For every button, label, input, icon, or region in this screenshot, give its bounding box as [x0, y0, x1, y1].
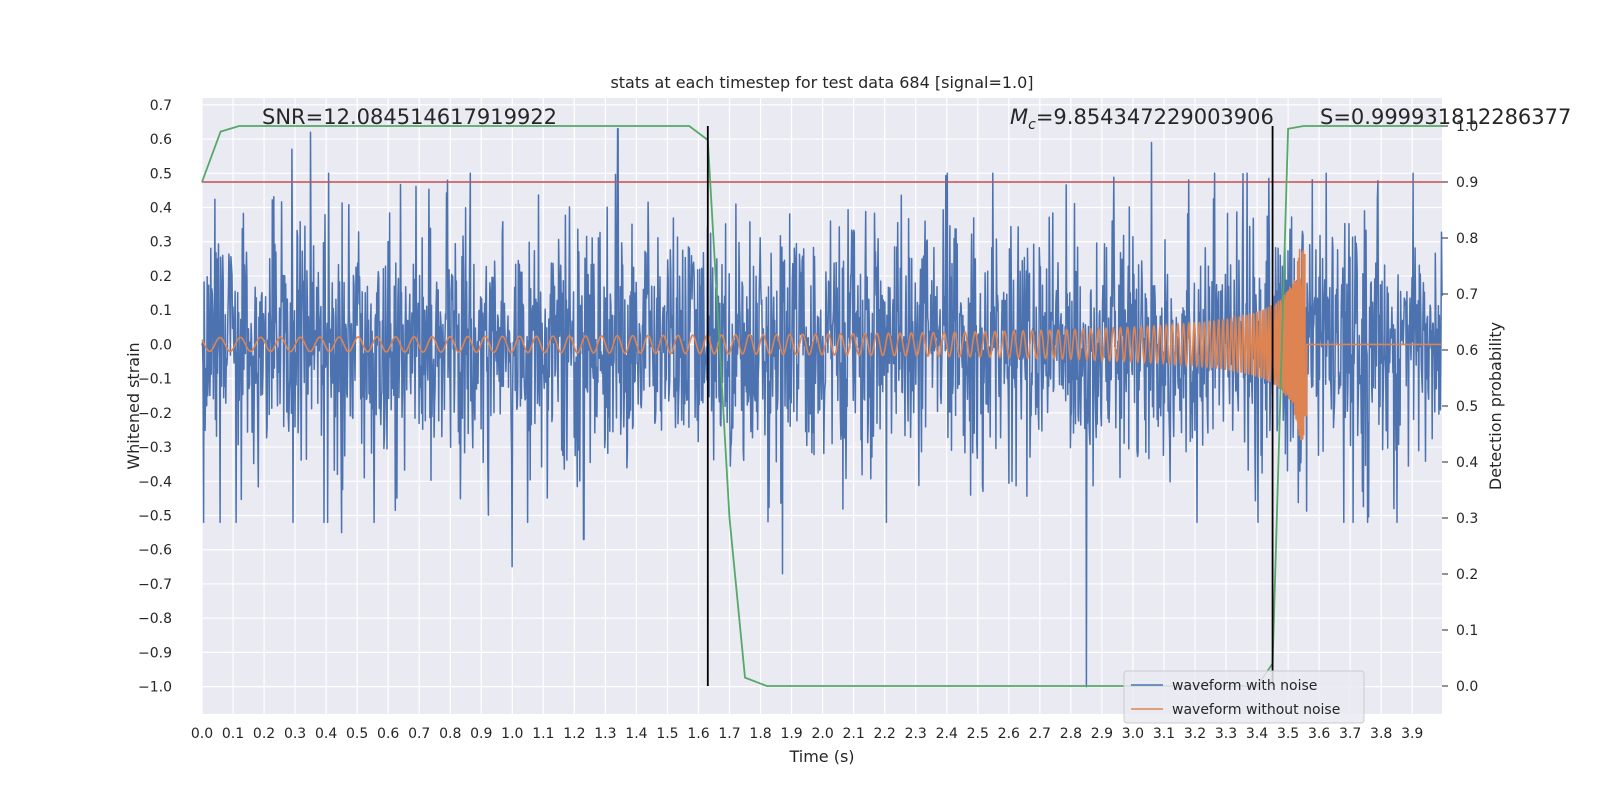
s-annotation: S=0.999931812286377 [1320, 105, 1571, 129]
series-waveform-without-noise [201, 248, 1442, 441]
y-tick-label: −0.2 [138, 406, 172, 422]
x-tick-label: 3.3 [1215, 726, 1237, 742]
x-tick-label: 1.8 [749, 726, 771, 742]
x-tick-label: 3.5 [1277, 726, 1299, 742]
snr-annotation: SNR=12.084514617919922 [262, 105, 557, 129]
x-tick-label: 2.3 [905, 726, 927, 742]
x-tick-label: 1.5 [656, 726, 678, 742]
y2-tick-label: 0.7 [1456, 287, 1478, 303]
x-tick-label: 0.7 [408, 726, 430, 742]
x-tick-label: 2.1 [843, 726, 865, 742]
y-tick-label: 0.4 [150, 201, 172, 217]
y-tick-label: 0.3 [150, 235, 172, 251]
x-tick-label: 0.4 [315, 726, 337, 742]
x-tick-label: 2.7 [1029, 726, 1051, 742]
tick-layer: 0.0 0.1 0.2 0.3 0.4 0.5 0.6 0.7 0.8 0.9 1.0 1.1 1.2 1… [138, 98, 1478, 742]
series-layer [201, 128, 1443, 688]
x-tick-label: 3.7 [1339, 726, 1361, 742]
x-tick-label: 0.5 [346, 726, 368, 742]
y2-tick-label: 0.3 [1456, 511, 1478, 527]
y-tick-label: 0.1 [150, 303, 172, 319]
x-tick-label: 1.0 [501, 726, 523, 742]
y-tick-label: −0.6 [138, 543, 172, 559]
y-tick-label: −0.8 [138, 611, 172, 627]
y2-tick-label: 0.5 [1456, 399, 1478, 415]
series-detection-probability [201, 125, 1442, 687]
y2-tick-label: 0.4 [1456, 455, 1478, 471]
x-tick-label: 0.9 [470, 726, 492, 742]
series-waveform-with-noise [201, 128, 1443, 688]
mc-value: =9.854347229003906 [1036, 105, 1274, 129]
y2-tick-label: 0.0 [1456, 679, 1478, 695]
x-tick-label: 0.2 [253, 726, 275, 742]
x-tick-label: 2.6 [998, 726, 1020, 742]
mc-symbol: M [1010, 105, 1028, 129]
x-tick-label: 1.2 [563, 726, 585, 742]
x-tick-label: 2.0 [811, 726, 833, 742]
y-tick-label: 0.0 [150, 337, 172, 353]
legend-label-noise: waveform with noise [1172, 678, 1317, 694]
x-tick-label: 2.2 [874, 726, 896, 742]
x-axis-label: Time (s) [788, 747, 854, 766]
overlay-layer [201, 125, 1442, 687]
mc-annotation: Mc=9.854347229003906 [1010, 105, 1274, 133]
y-tick-label: 0.6 [150, 132, 172, 148]
y-tick-label: −0.4 [138, 474, 172, 490]
x-tick-label: 0.8 [439, 726, 461, 742]
x-tick-label: 2.5 [967, 726, 989, 742]
y-tick-label: 0.5 [150, 166, 172, 182]
y-tick-label: −0.7 [138, 577, 172, 593]
y-tick-label: −1.0 [138, 680, 172, 696]
x-tick-label: 1.4 [625, 726, 647, 742]
x-tick-label: 0.1 [222, 726, 244, 742]
x-tick-label: 0.6 [377, 726, 399, 742]
y-tick-label: −0.5 [138, 509, 172, 525]
y2-tick-label: 0.1 [1456, 623, 1478, 639]
x-tick-label: 3.4 [1246, 726, 1268, 742]
x-tick-label: 3.8 [1370, 726, 1392, 742]
y2-axis-label: Detection probability [1486, 322, 1505, 490]
x-tick-label: 2.9 [1091, 726, 1113, 742]
y2-tick-label: 0.8 [1456, 231, 1478, 247]
legend: waveform with noise waveform without noi… [1123, 670, 1365, 724]
y-tick-label: −0.3 [138, 440, 172, 456]
x-tick-label: 3.9 [1401, 726, 1423, 742]
x-tick-label: 3.2 [1184, 726, 1206, 742]
y-tick-label: −0.1 [138, 372, 172, 388]
x-tick-label: 0.0 [191, 726, 213, 742]
y2-tick-label: 0.9 [1456, 175, 1478, 191]
x-tick-label: 1.9 [780, 726, 802, 742]
x-tick-label: 1.7 [718, 726, 740, 742]
legend-label-clean: waveform without noise [1172, 702, 1340, 718]
mc-subscript: c [1028, 117, 1036, 133]
y2-tick-label: 0.6 [1456, 343, 1478, 359]
x-tick-label: 1.1 [532, 726, 554, 742]
y-tick-label: 0.7 [150, 98, 172, 114]
x-tick-label: 2.8 [1060, 726, 1082, 742]
y2-tick-label: 0.2 [1456, 567, 1478, 583]
x-tick-label: 2.4 [936, 726, 958, 742]
y-axis-label: Whitened strain [124, 342, 143, 469]
chart-title: stats at each timestep for test data 684… [610, 73, 1033, 92]
y2-tick-label: 1.0 [1456, 119, 1478, 135]
x-tick-label: 3.6 [1308, 726, 1330, 742]
x-tick-label: 0.3 [284, 726, 306, 742]
plot-background [202, 98, 1442, 714]
x-tick-label: 1.6 [687, 726, 709, 742]
x-tick-label: 1.3 [594, 726, 616, 742]
y-tick-label: 0.2 [150, 269, 172, 285]
x-tick-label: 3.1 [1153, 726, 1175, 742]
legend-box [1123, 670, 1365, 724]
y-tick-label: −0.9 [138, 645, 172, 661]
x-tick-label: 3.0 [1122, 726, 1144, 742]
